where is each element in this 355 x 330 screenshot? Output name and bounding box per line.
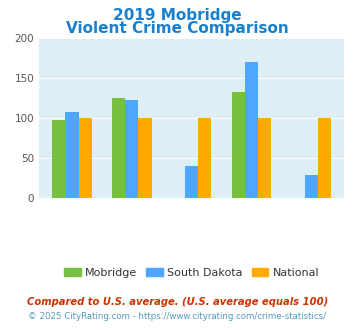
Text: Violent Crime Comparison: Violent Crime Comparison xyxy=(66,21,289,36)
Bar xyxy=(198,118,212,198)
Bar xyxy=(78,118,92,198)
Bar xyxy=(65,113,78,198)
Bar xyxy=(185,166,198,198)
Legend: Mobridge, South Dakota, National: Mobridge, South Dakota, National xyxy=(60,263,324,282)
Bar xyxy=(232,92,245,198)
Bar xyxy=(138,118,152,198)
Text: 2019 Mobridge: 2019 Mobridge xyxy=(113,8,242,23)
Bar xyxy=(245,62,258,198)
Text: Compared to U.S. average. (U.S. average equals 100): Compared to U.S. average. (U.S. average … xyxy=(27,297,328,307)
Bar xyxy=(258,118,271,198)
Bar xyxy=(112,98,125,198)
Bar xyxy=(125,100,138,198)
Bar xyxy=(52,120,65,198)
Text: © 2025 CityRating.com - https://www.cityrating.com/crime-statistics/: © 2025 CityRating.com - https://www.city… xyxy=(28,312,327,321)
Bar xyxy=(318,118,331,198)
Bar xyxy=(305,175,318,198)
